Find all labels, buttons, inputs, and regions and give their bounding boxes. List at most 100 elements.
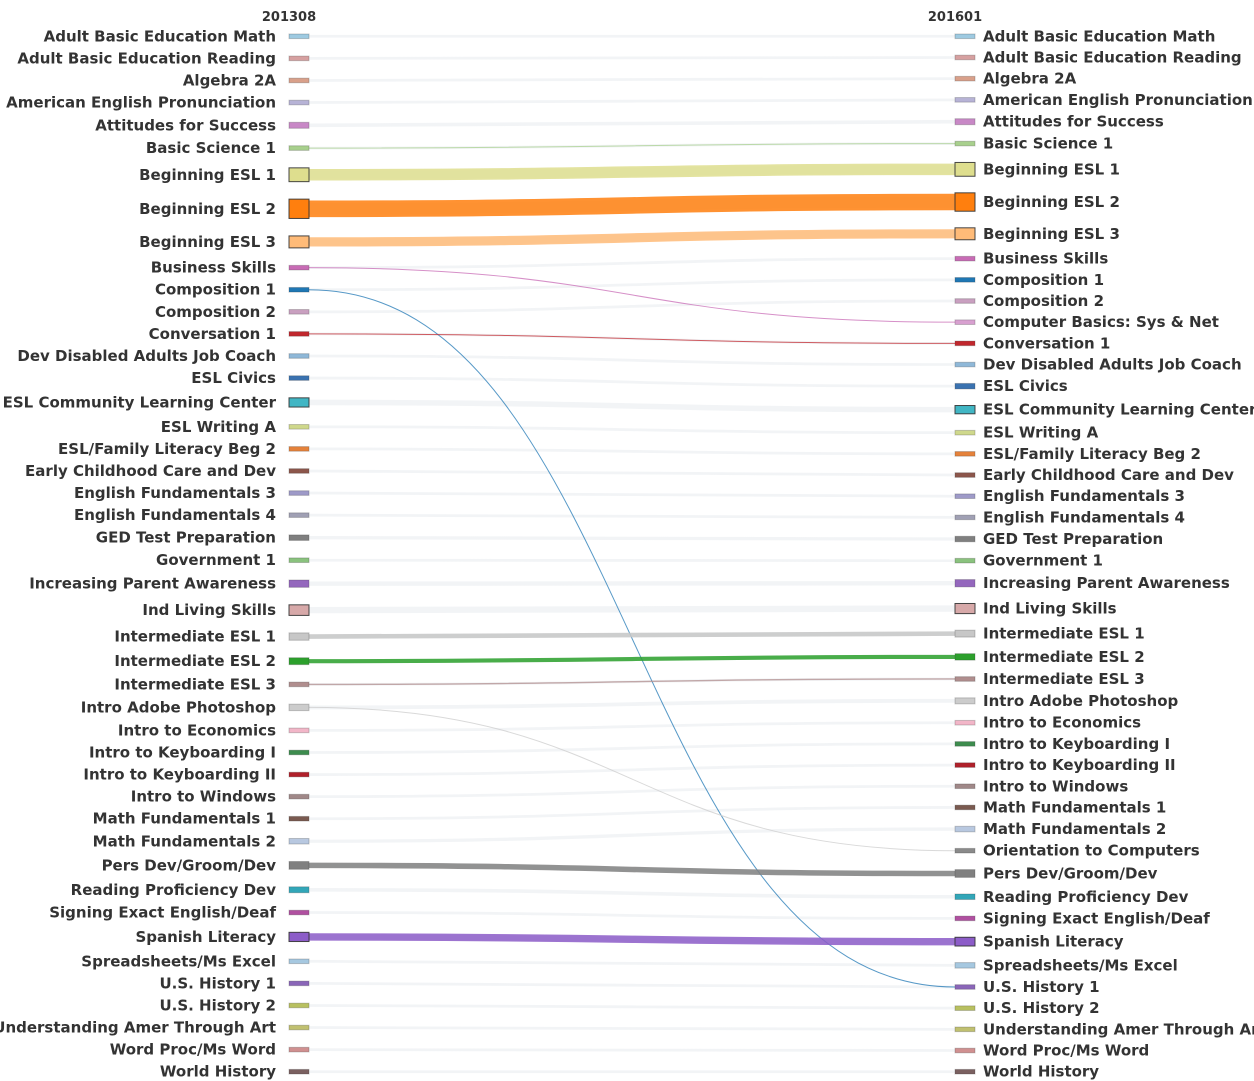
right-node-intro-to-keyboarding-i[interactable] bbox=[954, 741, 976, 747]
left-node-english-fundamentals-3[interactable] bbox=[288, 490, 310, 496]
left-node-u-s-history-2[interactable] bbox=[288, 1002, 310, 1009]
right-node-intro-adobe-photoshop[interactable] bbox=[954, 697, 976, 705]
right-node-business-skills[interactable] bbox=[954, 255, 976, 262]
right-node-beginning-esl-1[interactable] bbox=[954, 161, 976, 177]
right-node-signing-exact-english-deaf[interactable] bbox=[954, 915, 976, 922]
right-node-intro-to-economics[interactable] bbox=[954, 719, 976, 726]
right-node-adult-basic-education-reading[interactable] bbox=[954, 54, 976, 61]
right-node-spanish-literacy[interactable] bbox=[954, 936, 976, 947]
left-node-math-fundamentals-2[interactable] bbox=[288, 837, 310, 845]
right-node-spreadsheets-ms-excel[interactable] bbox=[954, 962, 976, 969]
left-node-composition-2[interactable] bbox=[288, 309, 310, 315]
left-node-adult-basic-education-math[interactable] bbox=[288, 33, 310, 40]
right-node-basic-science-1[interactable] bbox=[954, 140, 976, 147]
flow-business-skills-to-computer-basics-sys-net[interactable] bbox=[308, 267, 956, 323]
flow-beginning-esl-3-to-beginning-esl-3[interactable] bbox=[308, 229, 956, 247]
right-node-english-fundamentals-4[interactable] bbox=[954, 514, 976, 521]
right-node-computer-basics-sys-net[interactable] bbox=[954, 319, 976, 325]
right-node-math-fundamentals-2[interactable] bbox=[954, 825, 976, 833]
right-node-algebra-2a[interactable] bbox=[954, 75, 976, 82]
left-node-world-history[interactable] bbox=[288, 1068, 310, 1075]
left-node-reading-proficiency-dev[interactable] bbox=[288, 886, 310, 894]
right-node-early-childhood-care-and-dev[interactable] bbox=[954, 472, 976, 478]
left-node-early-childhood-care-and-dev[interactable] bbox=[288, 468, 310, 474]
left-node-intro-adobe-photoshop[interactable] bbox=[288, 703, 310, 712]
left-node-esl-civics[interactable] bbox=[288, 375, 310, 381]
flow-beginning-esl-1-to-beginning-esl-1[interactable] bbox=[308, 163, 956, 181]
left-node-adult-basic-education-reading[interactable] bbox=[288, 55, 310, 62]
right-node-understanding-amer-through-art[interactable] bbox=[954, 1026, 976, 1033]
flow-spanish-literacy-to-spanish-literacy[interactable] bbox=[308, 933, 956, 946]
right-node-increasing-parent-awareness[interactable] bbox=[954, 579, 976, 588]
right-node-world-history[interactable] bbox=[954, 1068, 976, 1075]
flow-beginning-esl-2-to-beginning-esl-2[interactable] bbox=[308, 193, 956, 218]
left-node-math-fundamentals-1[interactable] bbox=[288, 815, 310, 822]
right-node-attitudes-for-success[interactable] bbox=[954, 118, 976, 126]
left-node-esl-writing-a[interactable] bbox=[288, 424, 310, 430]
left-node-esl-family-literacy-beg-2[interactable] bbox=[288, 446, 310, 452]
right-node-american-english-pronunciation[interactable] bbox=[954, 97, 976, 103]
left-node-understanding-amer-through-art[interactable] bbox=[288, 1024, 310, 1031]
left-node-spanish-literacy[interactable] bbox=[288, 931, 310, 943]
right-node-beginning-esl-3[interactable] bbox=[954, 227, 976, 241]
left-node-ged-test-preparation[interactable] bbox=[288, 534, 310, 541]
right-node-esl-writing-a[interactable] bbox=[954, 429, 976, 436]
right-node-intermediate-esl-3[interactable] bbox=[954, 676, 976, 682]
left-node-intro-to-windows[interactable] bbox=[288, 793, 310, 800]
left-node-attitudes-for-success[interactable] bbox=[288, 121, 310, 129]
left-node-intro-to-keyboarding-i[interactable] bbox=[288, 749, 310, 756]
left-node-intro-to-economics[interactable] bbox=[288, 727, 310, 734]
right-node-math-fundamentals-1[interactable] bbox=[954, 804, 976, 811]
left-node-government-1[interactable] bbox=[288, 557, 310, 564]
flow-intro-adobe-photoshop-to-orientation-to-computers[interactable] bbox=[308, 706, 956, 852]
flow-intermediate-esl-2-to-intermediate-esl-2[interactable] bbox=[308, 654, 956, 664]
left-node-business-skills[interactable] bbox=[288, 264, 310, 271]
left-node-english-fundamentals-4[interactable] bbox=[288, 512, 310, 518]
right-node-beginning-esl-2[interactable] bbox=[954, 192, 976, 212]
right-node-orientation-to-computers[interactable] bbox=[954, 847, 976, 854]
left-node-dev-disabled-adults-job-coach[interactable] bbox=[288, 353, 310, 359]
right-node-pers-dev-groom-dev[interactable] bbox=[954, 869, 976, 878]
flow-composition-1-to-u-s-history-1[interactable] bbox=[308, 289, 956, 988]
right-node-government-1[interactable] bbox=[954, 557, 976, 564]
right-node-reading-proficiency-dev[interactable] bbox=[954, 893, 976, 901]
right-node-composition-2[interactable] bbox=[954, 298, 976, 304]
right-node-esl-community-learning-center[interactable] bbox=[954, 405, 976, 415]
flow-basic-science-1-to-basic-science-1[interactable] bbox=[308, 143, 956, 149]
left-node-signing-exact-english-deaf[interactable] bbox=[288, 909, 310, 916]
right-node-english-fundamentals-3[interactable] bbox=[954, 493, 976, 500]
left-node-pers-dev-groom-dev[interactable] bbox=[288, 860, 310, 870]
right-node-composition-1[interactable] bbox=[954, 277, 976, 283]
right-node-esl-family-literacy-beg-2[interactable] bbox=[954, 451, 976, 457]
left-node-ind-living-skills[interactable] bbox=[288, 604, 310, 616]
right-node-esl-civics[interactable] bbox=[954, 382, 976, 390]
right-node-intermediate-esl-1[interactable] bbox=[954, 629, 976, 638]
flow-conversation-1-to-conversation-1[interactable] bbox=[308, 333, 956, 344]
left-node-conversation-1[interactable] bbox=[288, 331, 310, 337]
right-node-dev-disabled-adults-job-coach[interactable] bbox=[954, 361, 976, 368]
right-node-word-proc-ms-word[interactable] bbox=[954, 1047, 976, 1054]
right-node-ind-living-skills[interactable] bbox=[954, 602, 976, 615]
left-node-spreadsheets-ms-excel[interactable] bbox=[288, 958, 310, 965]
right-node-intro-to-windows[interactable] bbox=[954, 783, 976, 790]
left-node-composition-1[interactable] bbox=[288, 286, 310, 293]
left-node-algebra-2a[interactable] bbox=[288, 77, 310, 84]
left-node-intro-to-keyboarding-ii[interactable] bbox=[288, 771, 310, 778]
left-node-intermediate-esl-2[interactable] bbox=[288, 657, 310, 666]
left-node-intermediate-esl-1[interactable] bbox=[288, 632, 310, 641]
flow-intermediate-esl-3-to-intermediate-esl-3[interactable] bbox=[308, 678, 956, 686]
left-node-intermediate-esl-3[interactable] bbox=[288, 681, 310, 688]
right-node-intro-to-keyboarding-ii[interactable] bbox=[954, 762, 976, 768]
right-node-adult-basic-education-math[interactable] bbox=[954, 33, 976, 40]
right-node-u-s-history-2[interactable] bbox=[954, 1005, 976, 1011]
left-node-esl-community-learning-center[interactable] bbox=[288, 397, 310, 408]
right-node-u-s-history-1[interactable] bbox=[954, 984, 976, 990]
flow-pers-dev-groom-dev-to-pers-dev-groom-dev[interactable] bbox=[308, 862, 956, 877]
left-node-basic-science-1[interactable] bbox=[288, 145, 310, 151]
left-node-u-s-history-1[interactable] bbox=[288, 980, 310, 987]
flow-intermediate-esl-1-to-intermediate-esl-1[interactable] bbox=[308, 631, 956, 639]
right-node-intermediate-esl-2[interactable] bbox=[954, 653, 976, 661]
left-node-american-english-pronunciation[interactable] bbox=[288, 99, 310, 106]
right-node-conversation-1[interactable] bbox=[954, 340, 976, 347]
left-node-beginning-esl-1[interactable] bbox=[288, 167, 310, 183]
